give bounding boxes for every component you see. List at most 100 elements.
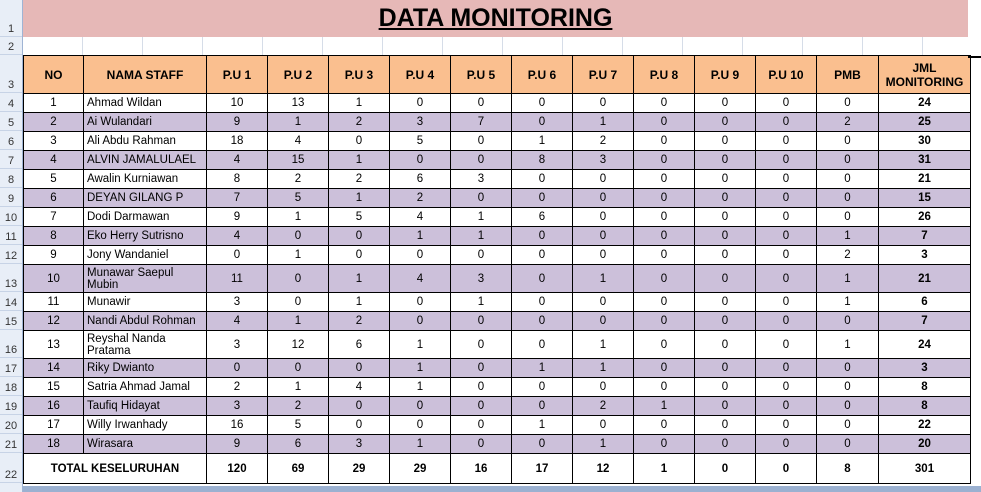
table-cell[interactable]: 0 <box>694 396 756 416</box>
table-cell[interactable]: Awalin Kurniawan <box>83 169 207 189</box>
table-cell[interactable]: 0 <box>755 396 817 416</box>
table-cell[interactable]: 0 <box>816 377 879 397</box>
row-number[interactable]: 5 <box>0 112 22 131</box>
table-cell[interactable]: 2 <box>23 112 84 132</box>
table-cell[interactable]: 1 <box>511 358 573 378</box>
table-cell[interactable]: 0 <box>389 245 451 265</box>
table-cell[interactable]: 5 <box>267 188 329 208</box>
table-cell[interactable]: 0 <box>572 207 634 227</box>
table-cell[interactable]: 0 <box>816 188 879 208</box>
table-cell[interactable]: 3 <box>450 264 512 293</box>
table-cell[interactable]: 1 <box>572 264 634 293</box>
table-cell[interactable]: 1 <box>511 415 573 435</box>
table-cell[interactable]: 1 <box>328 150 390 170</box>
table-cell[interactable]: 5 <box>389 131 451 151</box>
table-cell[interactable]: 4 <box>328 377 390 397</box>
row-number[interactable]: 3 <box>0 55 22 93</box>
table-cell[interactable]: 0 <box>450 396 512 416</box>
table-cell[interactable]: 0 <box>694 169 756 189</box>
table-cell[interactable]: 0 <box>633 377 695 397</box>
table-cell[interactable]: 0 <box>755 311 817 331</box>
table-cell[interactable]: 0 <box>694 434 756 454</box>
table-cell[interactable]: 0 <box>328 396 390 416</box>
table-cell[interactable]: 3 <box>572 150 634 170</box>
table-cell[interactable]: 0 <box>450 188 512 208</box>
row-number[interactable]: 4 <box>0 93 22 112</box>
table-cell[interactable]: 0 <box>450 93 512 113</box>
table-cell[interactable]: 21 <box>878 169 971 189</box>
table-cell[interactable]: 0 <box>633 226 695 246</box>
row-number[interactable]: 21 <box>0 434 22 453</box>
table-cell[interactable]: 0 <box>328 226 390 246</box>
table-cell[interactable]: 6 <box>23 188 84 208</box>
table-cell[interactable]: 0 <box>511 292 573 312</box>
table-cell[interactable]: 12 <box>23 311 84 331</box>
table-cell[interactable]: 0 <box>694 264 756 293</box>
table-cell[interactable]: 0 <box>755 112 817 132</box>
row-number[interactable]: 8 <box>0 169 22 188</box>
row-number[interactable]: 20 <box>0 415 22 434</box>
table-cell[interactable]: 0 <box>633 207 695 227</box>
table-cell[interactable]: 1 <box>389 377 451 397</box>
table-cell[interactable]: 16 <box>23 396 84 416</box>
table-cell[interactable]: 7 <box>878 311 971 331</box>
row-number[interactable]: 19 <box>0 396 22 415</box>
table-cell[interactable]: Nandi Abdul Rohman <box>83 311 207 331</box>
table-cell[interactable]: 9 <box>206 434 268 454</box>
column-header[interactable]: P.U 10 <box>755 55 817 94</box>
table-cell[interactable]: 12 <box>267 330 329 359</box>
table-cell[interactable]: 0 <box>511 434 573 454</box>
table-cell[interactable]: 1 <box>572 330 634 359</box>
table-cell[interactable]: 0 <box>694 112 756 132</box>
table-cell[interactable]: 0 <box>633 292 695 312</box>
table-cell[interactable]: 1 <box>572 434 634 454</box>
table-cell[interactable]: 0 <box>572 377 634 397</box>
table-cell[interactable]: 15 <box>267 150 329 170</box>
row-number[interactable]: 22 <box>0 453 22 483</box>
table-cell[interactable]: 3 <box>328 434 390 454</box>
table-cell[interactable]: 1 <box>633 396 695 416</box>
table-cell[interactable]: 20 <box>878 434 971 454</box>
table-cell[interactable]: 5 <box>328 207 390 227</box>
table-cell[interactable]: 18 <box>23 434 84 454</box>
table-cell[interactable]: 0 <box>572 245 634 265</box>
table-cell[interactable]: 1 <box>267 207 329 227</box>
table-cell[interactable]: 0 <box>694 358 756 378</box>
table-cell[interactable]: 15 <box>878 188 971 208</box>
table-cell[interactable]: Reyshal Nanda Pratama <box>83 330 207 359</box>
table-cell[interactable]: 30 <box>878 131 971 151</box>
row-number[interactable]: 15 <box>0 311 22 330</box>
column-header[interactable]: P.U 9 <box>694 55 756 94</box>
table-cell[interactable]: 7 <box>450 112 512 132</box>
table-cell[interactable]: 0 <box>633 434 695 454</box>
table-cell[interactable]: 6 <box>267 434 329 454</box>
table-cell[interactable]: 1 <box>450 292 512 312</box>
table-cell[interactable]: 0 <box>755 434 817 454</box>
table-cell[interactable]: 0 <box>572 292 634 312</box>
table-cell[interactable]: 1 <box>816 226 879 246</box>
table-cell[interactable]: 1 <box>267 311 329 331</box>
table-cell[interactable]: 6 <box>389 169 451 189</box>
table-cell[interactable]: 0 <box>633 150 695 170</box>
row-number[interactable]: 14 <box>0 292 22 311</box>
table-cell[interactable]: 14 <box>23 358 84 378</box>
table-cell[interactable]: 1 <box>328 292 390 312</box>
table-cell[interactable]: 4 <box>389 207 451 227</box>
table-cell[interactable]: 0 <box>328 415 390 435</box>
row-number[interactable]: 11 <box>0 226 22 245</box>
table-cell[interactable]: 4 <box>206 311 268 331</box>
table-cell[interactable]: 1 <box>389 330 451 359</box>
table-cell[interactable]: 24 <box>878 330 971 359</box>
table-cell[interactable]: 9 <box>206 207 268 227</box>
table-cell[interactable]: 1 <box>328 264 390 293</box>
table-cell[interactable]: 2 <box>328 311 390 331</box>
table-cell[interactable]: 0 <box>450 415 512 435</box>
table-cell[interactable]: 0 <box>267 226 329 246</box>
table-cell[interactable]: 1 <box>816 330 879 359</box>
table-cell[interactable]: 0 <box>755 150 817 170</box>
total-cell[interactable]: 16 <box>450 453 512 484</box>
table-cell[interactable]: 0 <box>816 131 879 151</box>
table-cell[interactable]: 0 <box>511 330 573 359</box>
table-cell[interactable]: 0 <box>450 434 512 454</box>
table-cell[interactable]: 2 <box>328 169 390 189</box>
